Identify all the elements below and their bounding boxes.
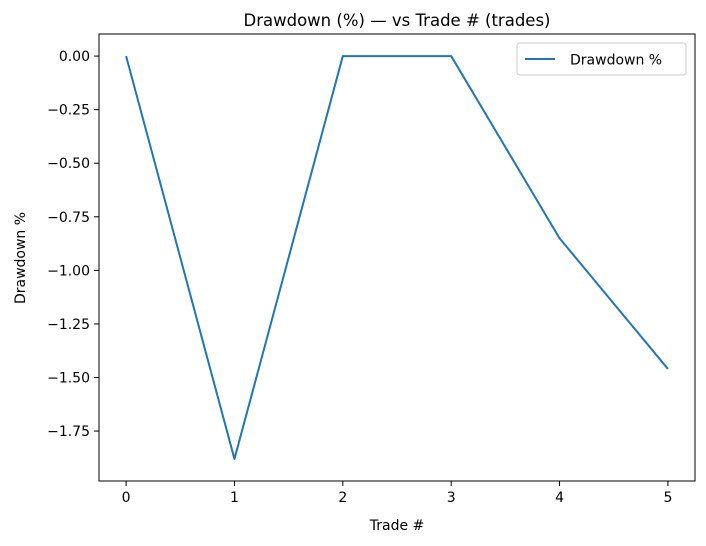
y-axis-label: Drawdown %	[13, 212, 29, 304]
x-tick-label: 2	[338, 490, 347, 506]
x-tick-label: 3	[447, 490, 456, 506]
y-tick-label: −1.00	[47, 263, 90, 279]
chart-title: Drawdown (%) — vs Trade # (trades)	[244, 11, 551, 30]
y-tick-label: −1.75	[47, 424, 90, 440]
y-tick-label: −1.25	[47, 317, 90, 333]
axes-frame	[98, 33, 696, 482]
y-tick-label: −0.75	[47, 210, 90, 226]
y-tick-label: −0.25	[47, 103, 90, 119]
x-tick-label: 5	[663, 490, 672, 506]
legend-label: Drawdown %	[570, 53, 662, 69]
x-axis-label: Trade #	[369, 518, 425, 534]
x-tick-label: 0	[122, 490, 131, 506]
legend-box	[516, 42, 687, 76]
x-tick-label: 4	[555, 490, 564, 506]
x-tick-label: 1	[230, 490, 239, 506]
legend: Drawdown %	[516, 42, 687, 76]
y-tick-label: −0.50	[47, 156, 90, 172]
series-line	[125, 55, 669, 460]
y-tick-label: −1.50	[47, 371, 90, 387]
y-tick-label: 0.00	[59, 49, 90, 65]
